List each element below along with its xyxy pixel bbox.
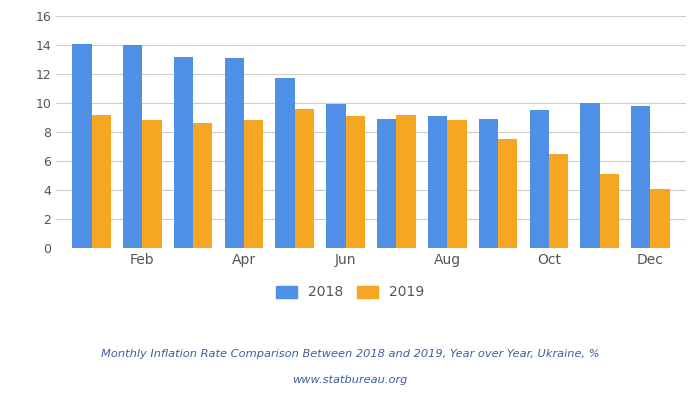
Bar: [326, 104, 346, 248]
Bar: [529, 110, 549, 248]
Bar: [174, 57, 193, 248]
Bar: [600, 174, 619, 248]
Bar: [580, 103, 600, 248]
Bar: [72, 44, 92, 248]
Text: Monthly Inflation Rate Comparison Between 2018 and 2019, Year over Year, Ukraine: Monthly Inflation Rate Comparison Betwee…: [101, 349, 599, 359]
Bar: [479, 119, 498, 248]
Bar: [396, 115, 416, 248]
Bar: [498, 139, 517, 248]
Bar: [142, 120, 162, 248]
Bar: [244, 120, 263, 248]
Bar: [549, 154, 568, 248]
Bar: [123, 45, 142, 248]
Bar: [276, 78, 295, 248]
Bar: [346, 116, 365, 248]
Bar: [377, 119, 396, 248]
Text: www.statbureau.org: www.statbureau.org: [293, 375, 407, 385]
Bar: [631, 106, 650, 248]
Bar: [295, 109, 314, 248]
Bar: [92, 115, 111, 248]
Bar: [193, 123, 213, 248]
Bar: [650, 188, 670, 248]
Bar: [447, 120, 466, 248]
Bar: [428, 116, 447, 248]
Bar: [225, 58, 244, 248]
Legend: 2018, 2019: 2018, 2019: [270, 280, 430, 305]
